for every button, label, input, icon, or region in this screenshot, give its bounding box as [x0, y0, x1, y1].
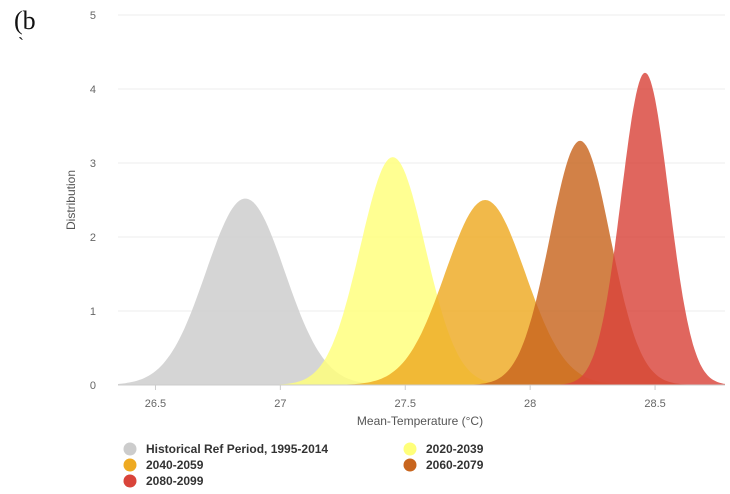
x-axis-title: Mean-Temperature (°C) [357, 414, 483, 428]
series-area-0 [118, 198, 404, 385]
legend-label: 2020-2039 [426, 442, 484, 456]
legend-marker [123, 474, 137, 488]
x-tick-label: 26.5 [145, 398, 166, 410]
y-tick-label: 2 [90, 232, 96, 244]
series-area-4 [550, 72, 725, 385]
y-tick-label: 1 [90, 306, 96, 318]
legend-marker [123, 442, 137, 456]
y-axis: 0 1 2 3 4 5 [90, 10, 96, 392]
legend-marker [123, 458, 137, 472]
legend-marker [403, 458, 417, 472]
panel-label: (b [14, 6, 36, 35]
x-tick-label: 27 [274, 398, 286, 410]
legend-label: Historical Ref Period, 1995-2014 [146, 442, 328, 456]
y-tick-label: 0 [90, 380, 96, 392]
x-tick-label: 28 [524, 398, 536, 410]
legend-label: 2060-2079 [426, 458, 484, 472]
legend: Historical Ref Period, 1995-2014 2020-203… [123, 442, 484, 488]
legend-label: 2040-2059 [146, 458, 204, 472]
legend-marker [403, 442, 417, 456]
y-axis-title: Distribution [64, 170, 78, 230]
x-tick-label: 27.5 [395, 398, 416, 410]
series-area-3 [459, 140, 701, 385]
legend-label: 2080-2099 [146, 474, 204, 488]
x-axis: 26.5 27 27.5 28 28.5 [118, 384, 725, 410]
series-areas [118, 72, 725, 385]
x-tick-label: 28.5 [644, 398, 665, 410]
panel-label-mark: ` [18, 34, 24, 54]
y-tick-label: 3 [90, 158, 96, 170]
series-area-1 [262, 157, 523, 385]
y-tick-label: 5 [90, 10, 96, 22]
series-area-2 [325, 200, 646, 385]
y-tick-label: 4 [90, 84, 96, 96]
